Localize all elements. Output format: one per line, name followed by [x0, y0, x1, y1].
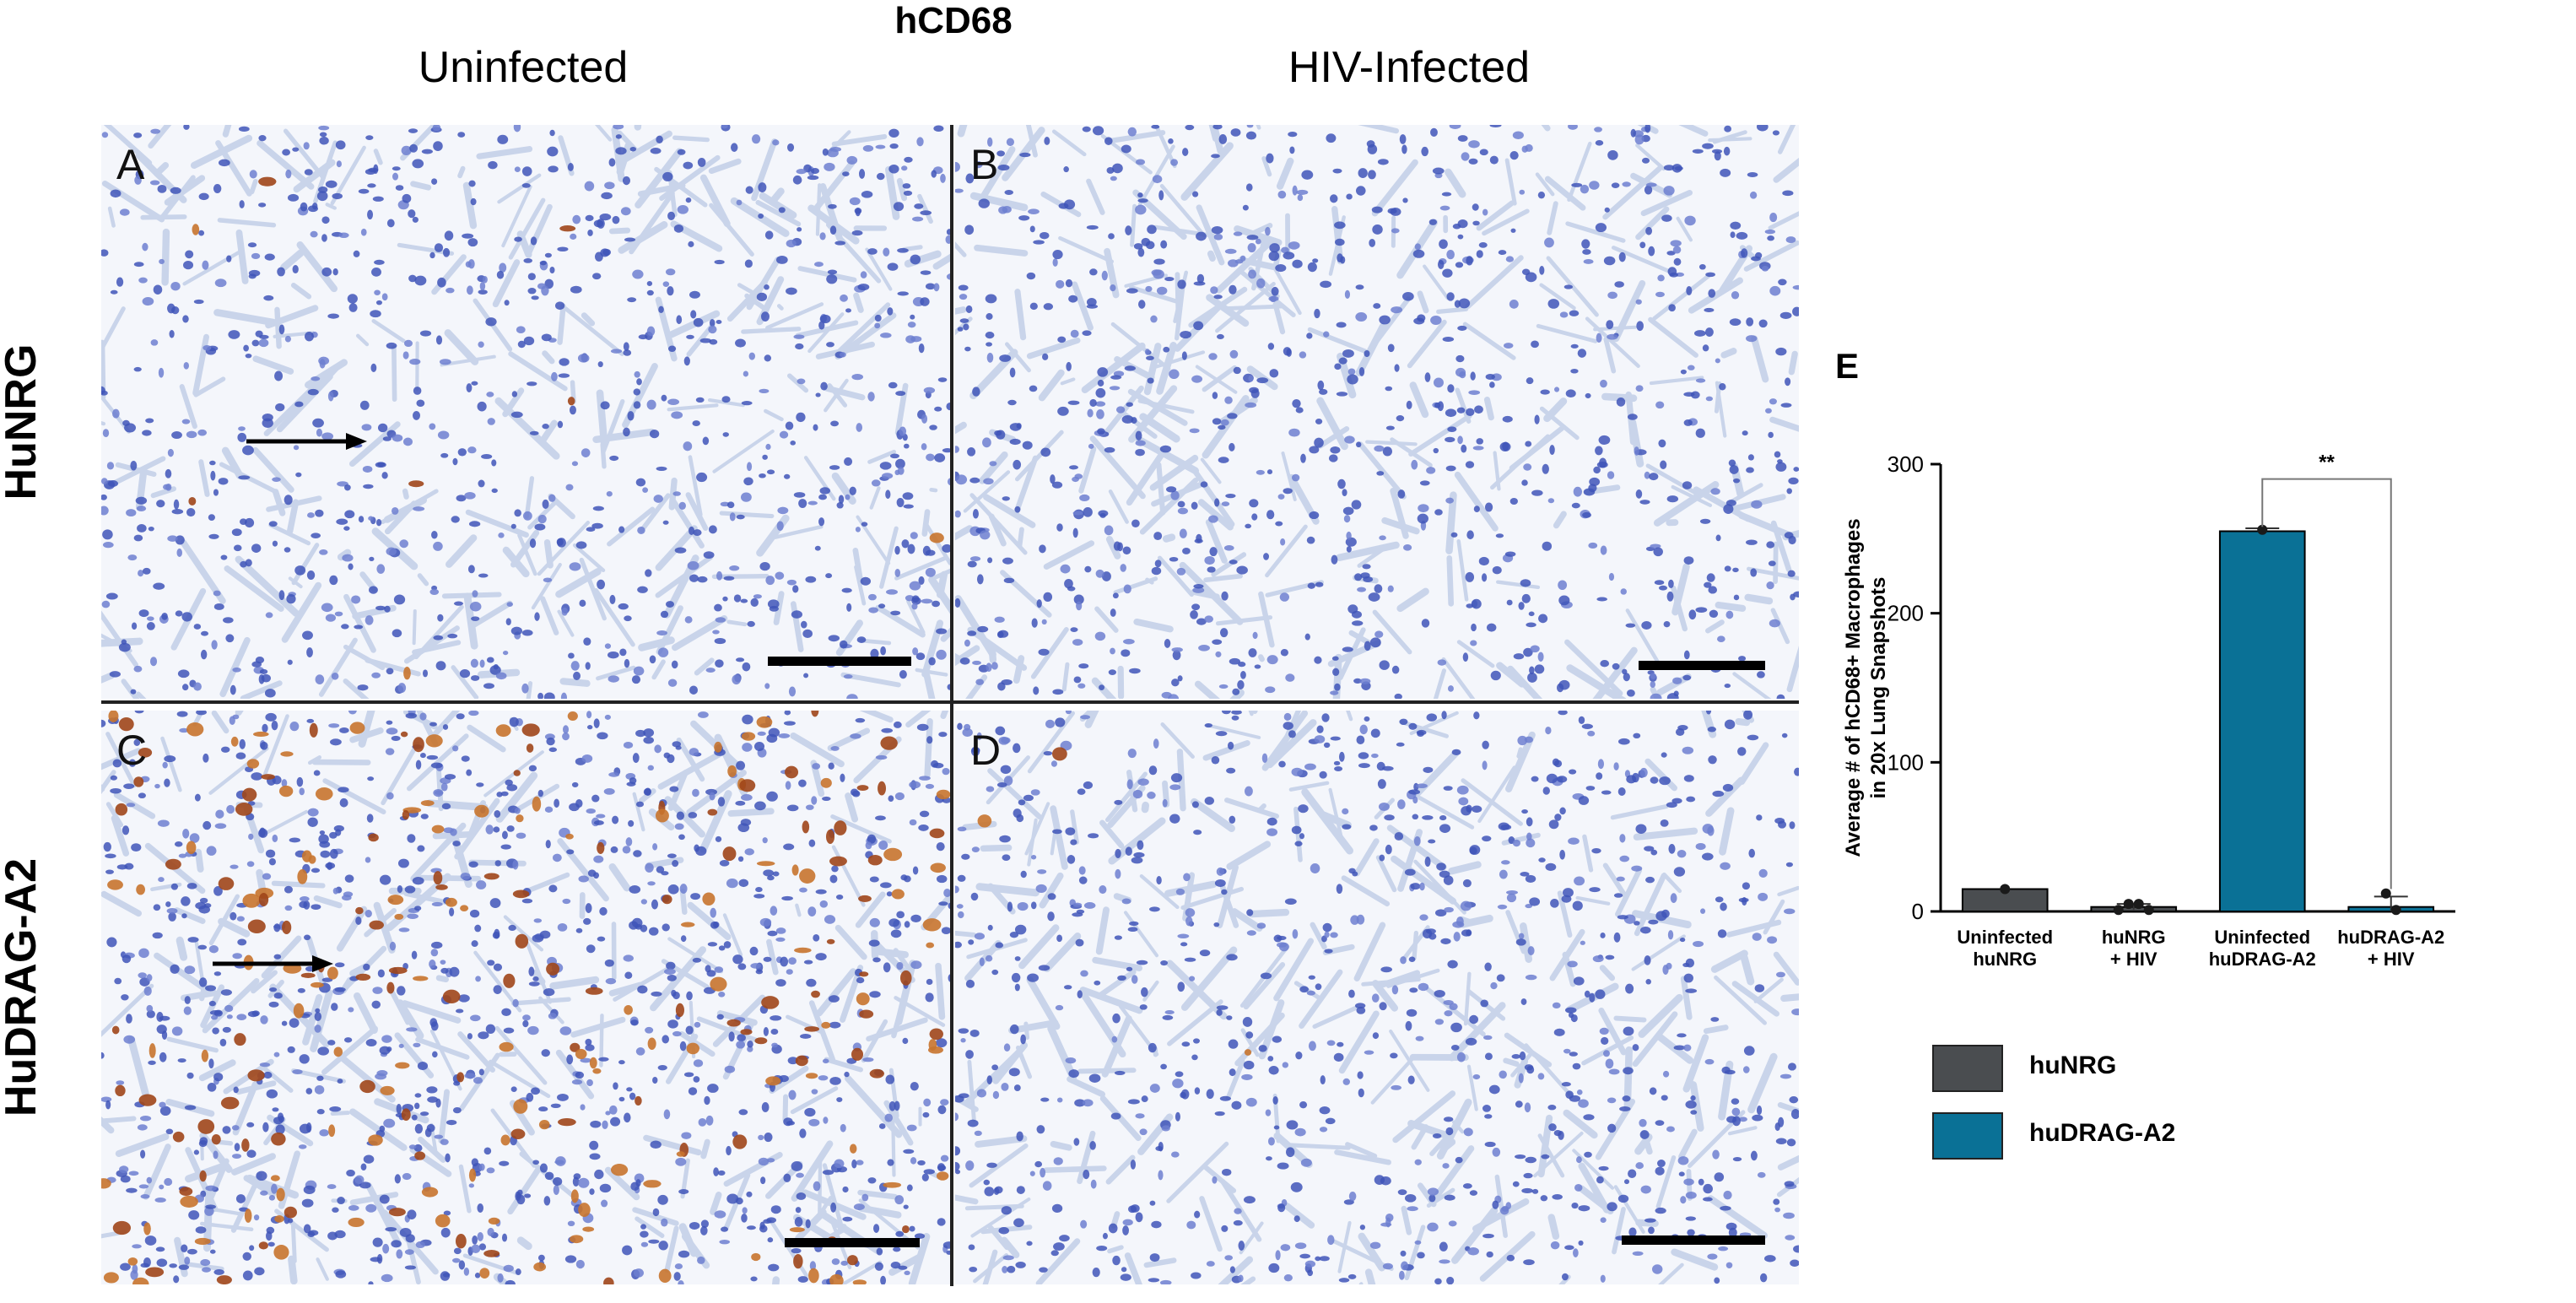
y-tick-label: 300	[1887, 451, 1924, 477]
legend-swatch-hudrag-a2	[1932, 1112, 2003, 1160]
tissue-image-b	[955, 125, 1799, 699]
data-point	[2133, 899, 2144, 910]
panel-label-e: E	[1835, 346, 1860, 386]
bar-chart-e: 0 100 200 300 Average # of hCD68+ Macrophage…	[1842, 451, 2455, 970]
arrow-icon	[246, 433, 367, 450]
panel-label-d: D	[970, 727, 1002, 774]
panel-label-b: B	[970, 141, 999, 188]
y-tick-label: 200	[1887, 601, 1924, 626]
data-point	[2143, 905, 2154, 916]
micrograph-panel-c: C	[101, 711, 952, 1284]
horizontal-divider	[101, 700, 1799, 704]
data-point	[2123, 899, 2134, 910]
scale-bar-c	[785, 1238, 920, 1247]
scale-bar-b	[1639, 661, 1765, 670]
legend-swatch-hunrg	[1932, 1045, 2003, 1092]
panel-label-c: C	[116, 727, 148, 774]
micrograph-panel-d: D	[955, 711, 1799, 1284]
x-tick-label-3: Uninfected huDRAG-A2	[2209, 927, 2316, 970]
data-point	[2380, 888, 2391, 899]
data-point	[2390, 905, 2401, 916]
column-title-hiv-infected: HIV-Infected	[1288, 43, 1531, 92]
data-point	[2257, 524, 2268, 535]
data-point	[2113, 905, 2124, 916]
micrograph-panel-b: B	[955, 125, 1799, 699]
scale-bar-a	[768, 657, 911, 666]
bar-3	[2218, 530, 2306, 912]
panel-label-a: A	[116, 141, 145, 188]
x-tick-label-4: huDRAG-A2 + HIV	[2337, 927, 2444, 970]
y-tick-label: 100	[1887, 749, 1924, 775]
x-tick-label-2: huNRG + HIV	[2102, 927, 2166, 970]
y-tick-label: 0	[1912, 899, 1924, 924]
legend-label-hunrg: huNRG	[2029, 1052, 2117, 1079]
tissue-image-d	[955, 711, 1799, 1284]
error-bar-4	[2373, 895, 2408, 911]
legend-label-hudrag-a2: huDRAG-A2	[2029, 1119, 2176, 1147]
column-title-uninfected: Uninfected	[418, 43, 629, 92]
row-title-hunrg: HuNRG	[0, 343, 46, 500]
y-axis-label: Average # of hCD68+ Macrophages in 20x Lu…	[1842, 518, 1890, 857]
significance-label: **	[2319, 451, 2335, 474]
significance-bracket	[2261, 478, 2392, 889]
arrow-icon	[213, 955, 333, 972]
x-tick-label-1: Uninfected huNRG	[1957, 927, 2053, 970]
figure-title: hCD68	[894, 0, 1013, 41]
scale-bar-d	[1622, 1235, 1765, 1245]
row-title-hudrag-a2: HuDRAG-A2	[0, 857, 46, 1117]
vertical-divider	[950, 125, 953, 1286]
data-point	[2000, 884, 2011, 895]
tissue-image-a	[101, 125, 952, 699]
micrograph-panel-a: A	[101, 125, 952, 699]
tissue-image-c	[101, 711, 952, 1284]
